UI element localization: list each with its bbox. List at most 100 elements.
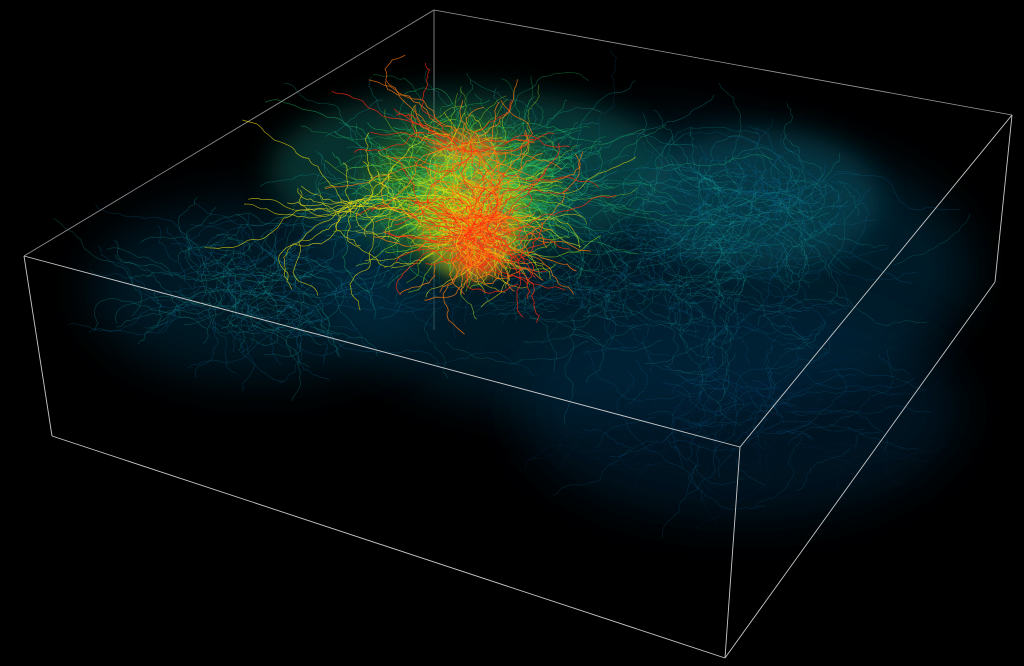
streamline xyxy=(763,242,795,292)
streamline xyxy=(556,154,629,178)
streamline xyxy=(647,296,699,354)
streamline xyxy=(463,114,496,181)
streamline xyxy=(286,329,351,357)
streamline xyxy=(506,166,557,175)
streamline xyxy=(695,308,793,335)
streamline xyxy=(685,263,718,314)
streamline xyxy=(386,155,501,216)
streamline xyxy=(140,236,229,286)
streamline xyxy=(763,288,802,304)
streamline xyxy=(249,307,289,332)
streamline xyxy=(724,370,757,391)
streamline xyxy=(758,173,807,193)
streamline xyxy=(679,238,749,260)
streamline xyxy=(715,217,783,296)
streamline xyxy=(334,131,413,184)
streamline xyxy=(492,168,546,221)
streamline xyxy=(427,203,483,249)
streamline xyxy=(470,305,542,319)
streamline xyxy=(735,334,746,379)
streamline xyxy=(799,206,818,232)
streamline xyxy=(632,94,715,163)
streamline xyxy=(682,224,799,262)
streamline xyxy=(469,213,525,264)
streamline xyxy=(694,186,747,248)
streamline xyxy=(769,161,789,229)
streamline xyxy=(571,203,626,309)
streamline xyxy=(517,282,555,312)
streamline xyxy=(735,458,766,486)
streamline xyxy=(664,268,680,330)
streamline xyxy=(532,101,545,130)
streamline xyxy=(399,234,464,295)
streamline xyxy=(663,204,713,245)
streamline xyxy=(629,326,654,373)
streamline xyxy=(782,134,824,200)
streamline xyxy=(374,230,404,263)
streamline xyxy=(513,285,620,319)
streamline xyxy=(581,272,643,326)
streamline xyxy=(515,281,651,296)
streamline xyxy=(679,315,742,426)
streamline xyxy=(596,48,617,171)
streamline xyxy=(335,206,362,247)
streamline xyxy=(271,251,302,314)
streamline xyxy=(402,234,450,247)
streamline xyxy=(705,214,727,260)
streamline xyxy=(782,203,913,284)
streamline xyxy=(459,100,503,211)
streamline xyxy=(761,226,789,282)
streamline xyxy=(549,274,706,326)
streamline xyxy=(664,225,674,256)
streamline xyxy=(746,175,809,220)
streamline xyxy=(616,426,652,476)
streamline xyxy=(714,412,726,464)
streamline xyxy=(641,112,736,184)
streamline xyxy=(637,265,673,304)
streamline xyxy=(664,405,790,433)
streamline xyxy=(798,153,841,198)
streamline xyxy=(146,271,203,283)
streamline xyxy=(702,419,722,524)
streamline xyxy=(445,341,589,365)
streamline xyxy=(616,231,629,321)
streamline xyxy=(331,90,452,149)
streamline xyxy=(557,411,634,471)
streamline xyxy=(482,229,534,253)
streamline xyxy=(588,207,604,283)
streamline xyxy=(724,194,763,228)
streamline xyxy=(391,173,434,203)
streamline xyxy=(729,186,745,223)
streamline xyxy=(639,393,693,431)
streamline xyxy=(746,410,785,421)
streamline xyxy=(552,439,659,496)
streamline xyxy=(484,153,581,257)
streamline xyxy=(698,194,755,213)
streamline xyxy=(382,246,403,288)
streamline xyxy=(332,270,390,293)
streamline xyxy=(115,289,272,324)
streamline xyxy=(354,194,439,209)
streamline xyxy=(461,146,468,168)
streamline xyxy=(774,422,810,434)
streamline xyxy=(202,220,328,270)
streamline xyxy=(738,197,790,211)
streamline xyxy=(201,255,245,309)
streamline xyxy=(712,238,747,276)
streamline xyxy=(692,215,713,255)
streamline xyxy=(176,298,236,309)
streamline xyxy=(800,421,896,448)
streamline xyxy=(734,297,802,312)
streamline xyxy=(701,156,747,189)
streamline xyxy=(635,202,704,253)
streamline xyxy=(762,222,811,234)
streamline xyxy=(706,243,763,258)
streamline xyxy=(658,253,674,276)
streamline xyxy=(129,274,181,318)
streamline xyxy=(480,111,508,178)
streamline xyxy=(784,320,827,351)
streamline xyxy=(755,435,804,509)
streamline xyxy=(517,229,601,295)
streamline xyxy=(776,430,813,440)
